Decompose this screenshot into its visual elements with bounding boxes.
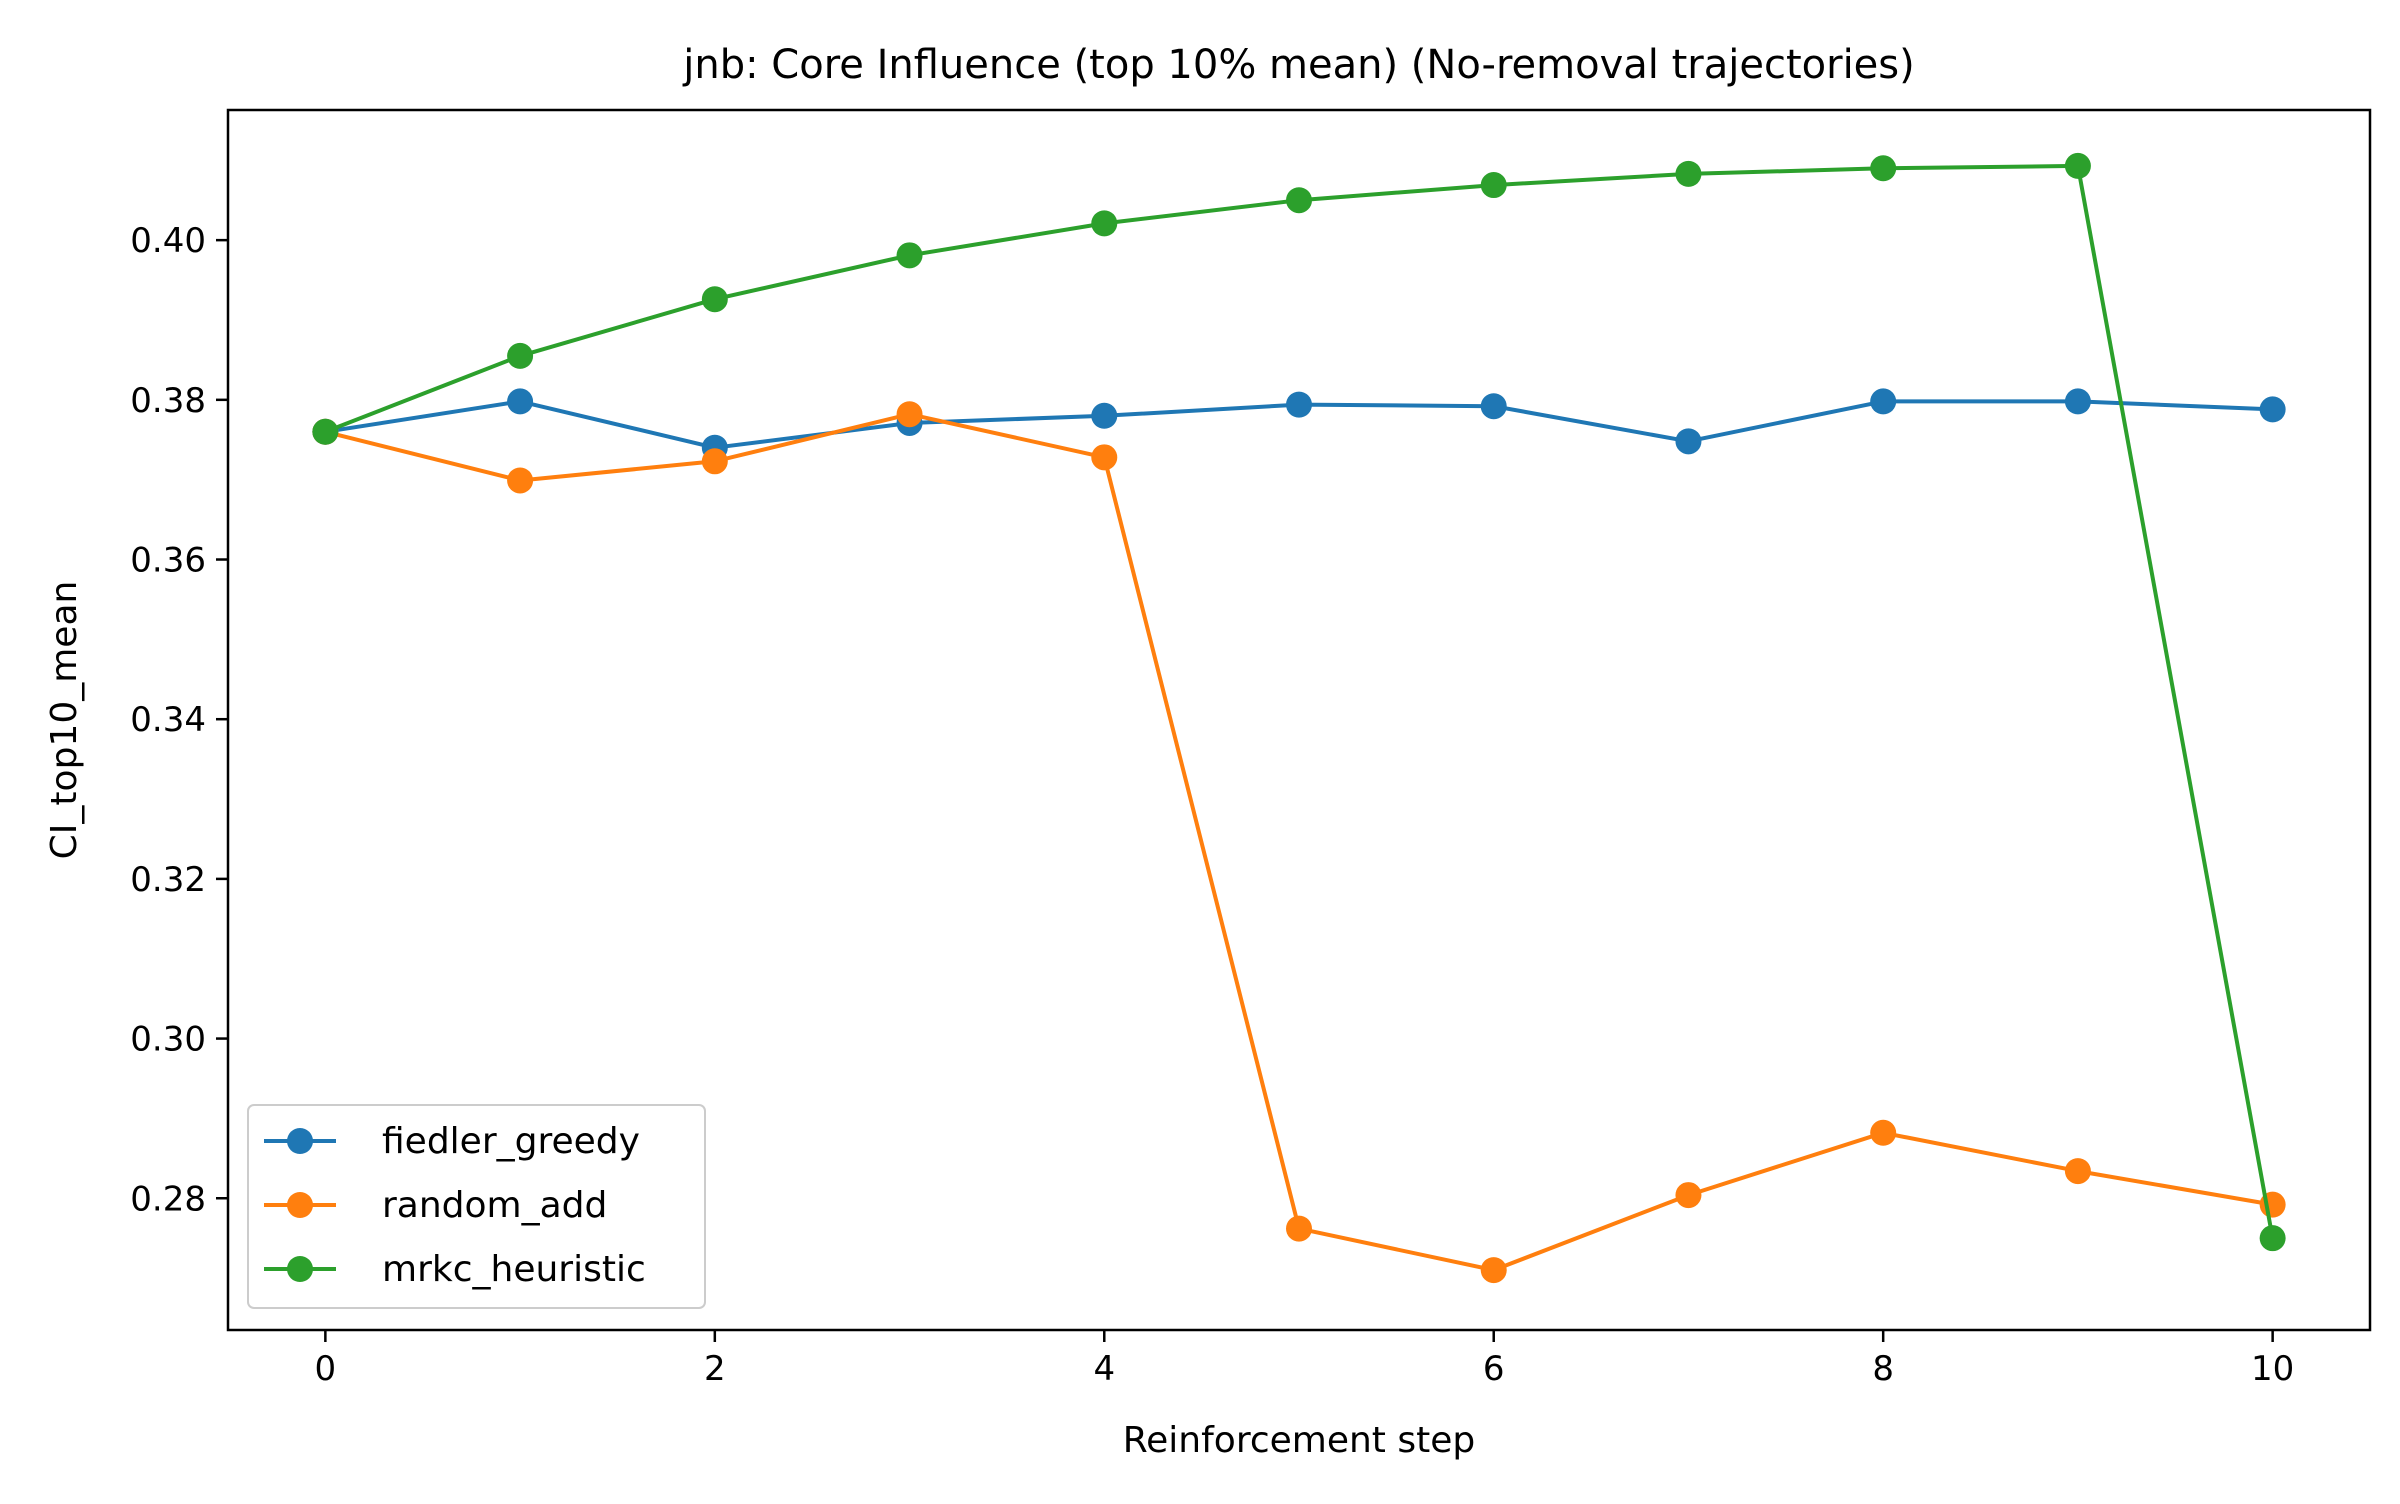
x-axis-label: Reinforcement step <box>1123 1420 1475 1461</box>
data-point <box>1286 391 1312 418</box>
data-point <box>1286 187 1312 214</box>
data-point <box>507 388 534 415</box>
data-point <box>701 286 728 313</box>
legend-label: fiedler_greedy <box>382 1121 640 1162</box>
legend-item: mrkc_heuristic <box>264 1249 646 1290</box>
data-point <box>896 401 923 428</box>
data-point <box>896 242 923 269</box>
data-point <box>1675 428 1702 455</box>
legend-label: mrkc_heuristic <box>382 1249 646 1290</box>
series-layer <box>312 152 2286 1284</box>
data-point <box>1286 1215 1312 1242</box>
y-tick-label: 0.38 <box>130 381 206 421</box>
y-tick-label: 0.34 <box>130 700 206 740</box>
legend-marker <box>287 1192 313 1218</box>
x-tick-label: 6 <box>1483 1349 1505 1389</box>
y-tick-label: 0.40 <box>130 221 206 261</box>
y-axis-ticks: 0.28 0.30 0.32 0.34 0.36 0.38 0.40 <box>130 221 228 1219</box>
data-point <box>2259 1225 2286 1252</box>
data-point <box>1091 210 1118 237</box>
data-point <box>2064 152 2091 179</box>
data-point <box>1675 160 1702 187</box>
data-point <box>1870 155 1897 182</box>
x-tick-label: 8 <box>1872 1349 1894 1389</box>
data-point <box>1480 393 1507 420</box>
data-point <box>1870 1119 1897 1146</box>
data-point <box>312 418 339 445</box>
y-tick-label: 0.32 <box>130 860 206 900</box>
legend-frame <box>247 1104 706 1309</box>
data-point <box>1480 172 1507 199</box>
x-axis-ticks: 0 2 4 6 8 10 <box>315 1330 2294 1389</box>
data-point <box>2259 396 2286 423</box>
data-point <box>1480 1257 1507 1284</box>
y-tick-label: 0.36 <box>130 541 206 581</box>
data-point <box>1091 402 1118 429</box>
data-point <box>2064 1158 2091 1185</box>
chart-title: jnb: Core Influence (top 10% mean) (No-r… <box>682 42 1914 88</box>
legend-label: random_add <box>382 1185 607 1226</box>
legend-item: random_add <box>264 1185 607 1226</box>
legend-item: fiedler_greedy <box>264 1121 640 1162</box>
data-point <box>2064 388 2091 415</box>
legend-marker <box>287 1128 313 1154</box>
y-axis-label: CI_top10_mean <box>44 581 85 860</box>
data-point <box>507 342 534 369</box>
data-point <box>1675 1182 1702 1209</box>
data-point <box>1091 444 1118 471</box>
y-tick-label: 0.30 <box>130 1020 206 1060</box>
x-tick-label: 2 <box>704 1349 726 1389</box>
chart-legend: fiedler_greedy random_add mrkc_heuristic <box>247 1104 706 1309</box>
series-mrkc_heuristic <box>312 152 2286 1252</box>
x-tick-label: 0 <box>315 1349 337 1389</box>
data-point <box>1870 388 1897 415</box>
y-tick-label: 0.28 <box>130 1179 206 1219</box>
legend-marker <box>287 1256 313 1282</box>
data-point <box>507 467 534 494</box>
x-tick-label: 10 <box>2251 1349 2294 1389</box>
data-point <box>701 448 728 475</box>
x-tick-label: 4 <box>1093 1349 1115 1389</box>
